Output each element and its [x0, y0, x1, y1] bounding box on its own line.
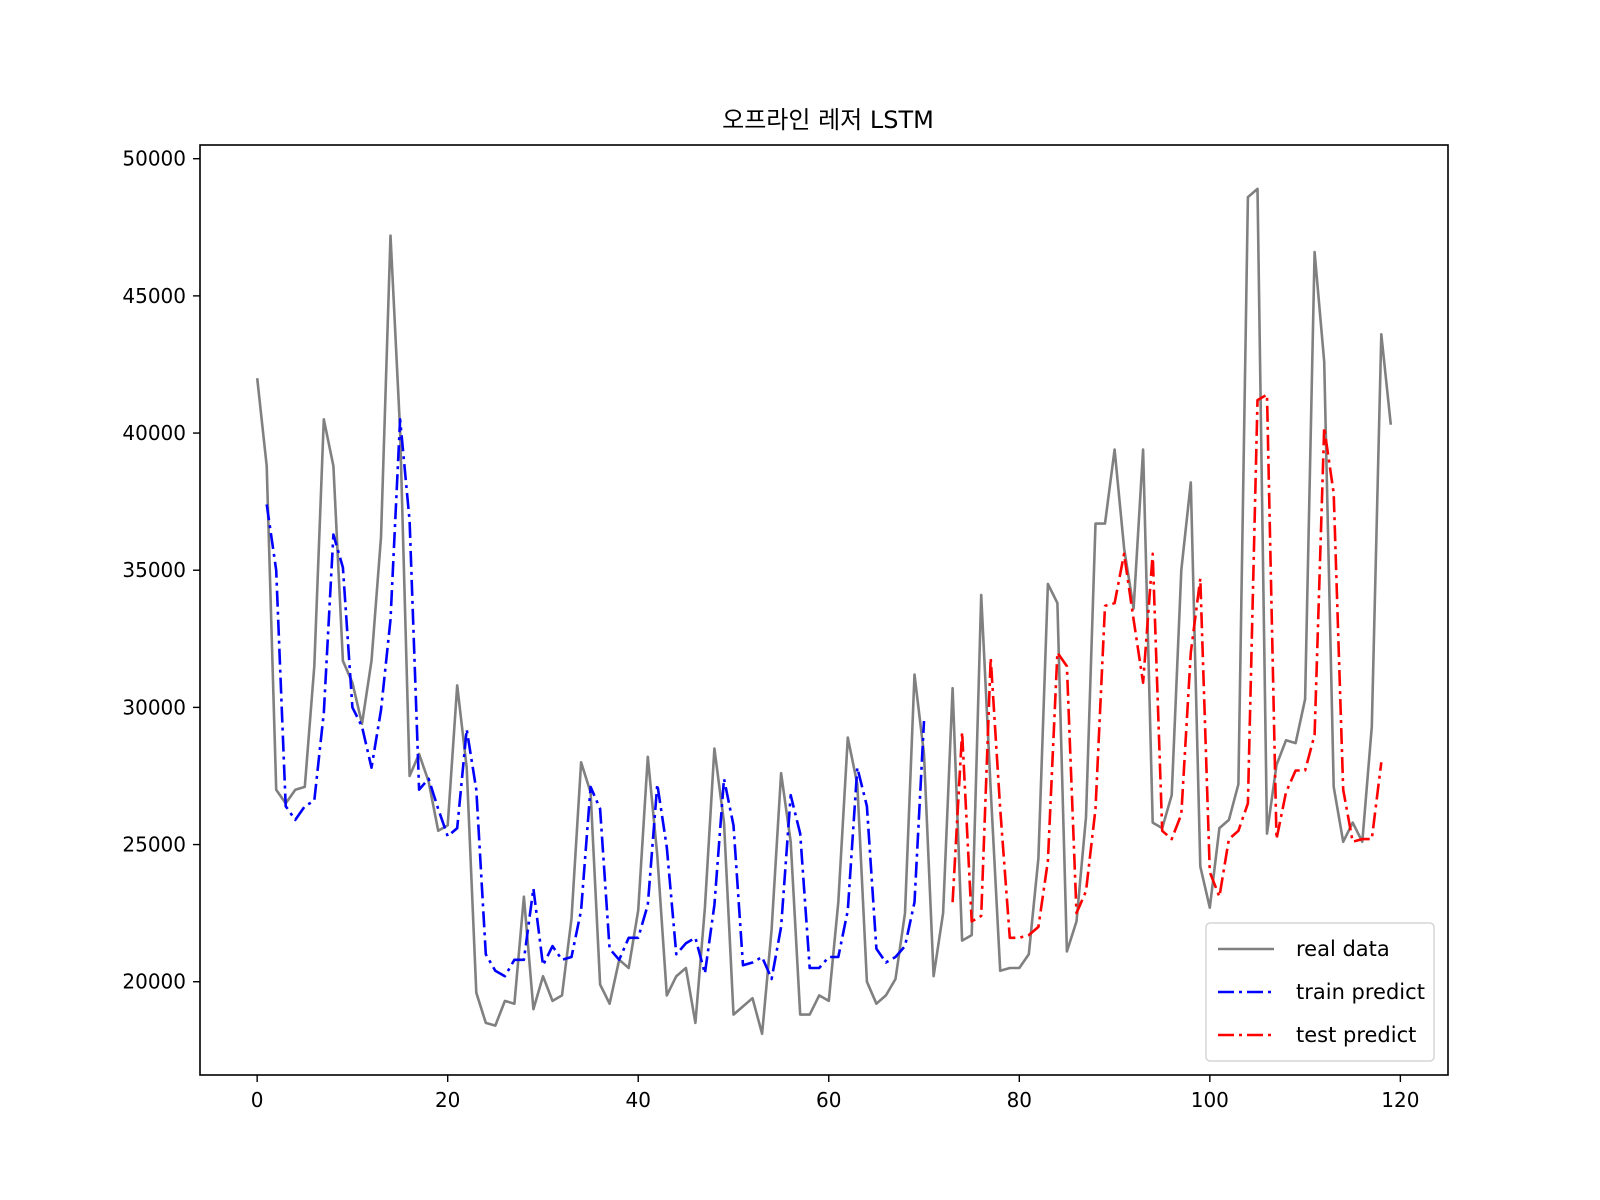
series-line-test-predict: [951, 393, 1383, 940]
x-tick-label: 80: [1007, 1088, 1032, 1112]
y-tick-label: 45000: [122, 284, 186, 308]
x-tick-label: 120: [1381, 1088, 1419, 1112]
legend-box: [1205, 922, 1435, 1062]
legend: real data train predict test predict: [1205, 922, 1435, 1062]
y-tick-label: 40000: [122, 421, 186, 445]
legend-label: test predict: [1296, 1023, 1416, 1047]
y-tick-label: 50000: [122, 147, 186, 171]
x-tick-label: 40: [626, 1088, 651, 1112]
series-line-train-predict: [265, 417, 926, 981]
series-line-real-data: [255, 187, 1393, 1036]
y-tick-label: 25000: [122, 833, 186, 857]
x-axis: 0 20 40 60 80 100 120: [251, 1075, 1419, 1112]
legend-label: train predict: [1296, 980, 1425, 1004]
x-tick-label: 100: [1191, 1088, 1229, 1112]
x-tick-label: 20: [435, 1088, 460, 1112]
series-layer: [255, 187, 1393, 1036]
y-tick-label: 20000: [122, 970, 186, 994]
y-axis: 20000 25000 30000 35000 40000 45000 50000: [122, 147, 200, 994]
chart-title: 오프라인 레저 LSTM: [722, 106, 934, 134]
plot-frame: [199, 144, 1449, 1076]
x-tick-label: 60: [816, 1088, 841, 1112]
y-tick-label: 30000: [122, 695, 186, 719]
y-tick-label: 35000: [122, 558, 186, 582]
legend-label: real data: [1296, 937, 1390, 961]
x-tick-label: 0: [251, 1088, 264, 1112]
